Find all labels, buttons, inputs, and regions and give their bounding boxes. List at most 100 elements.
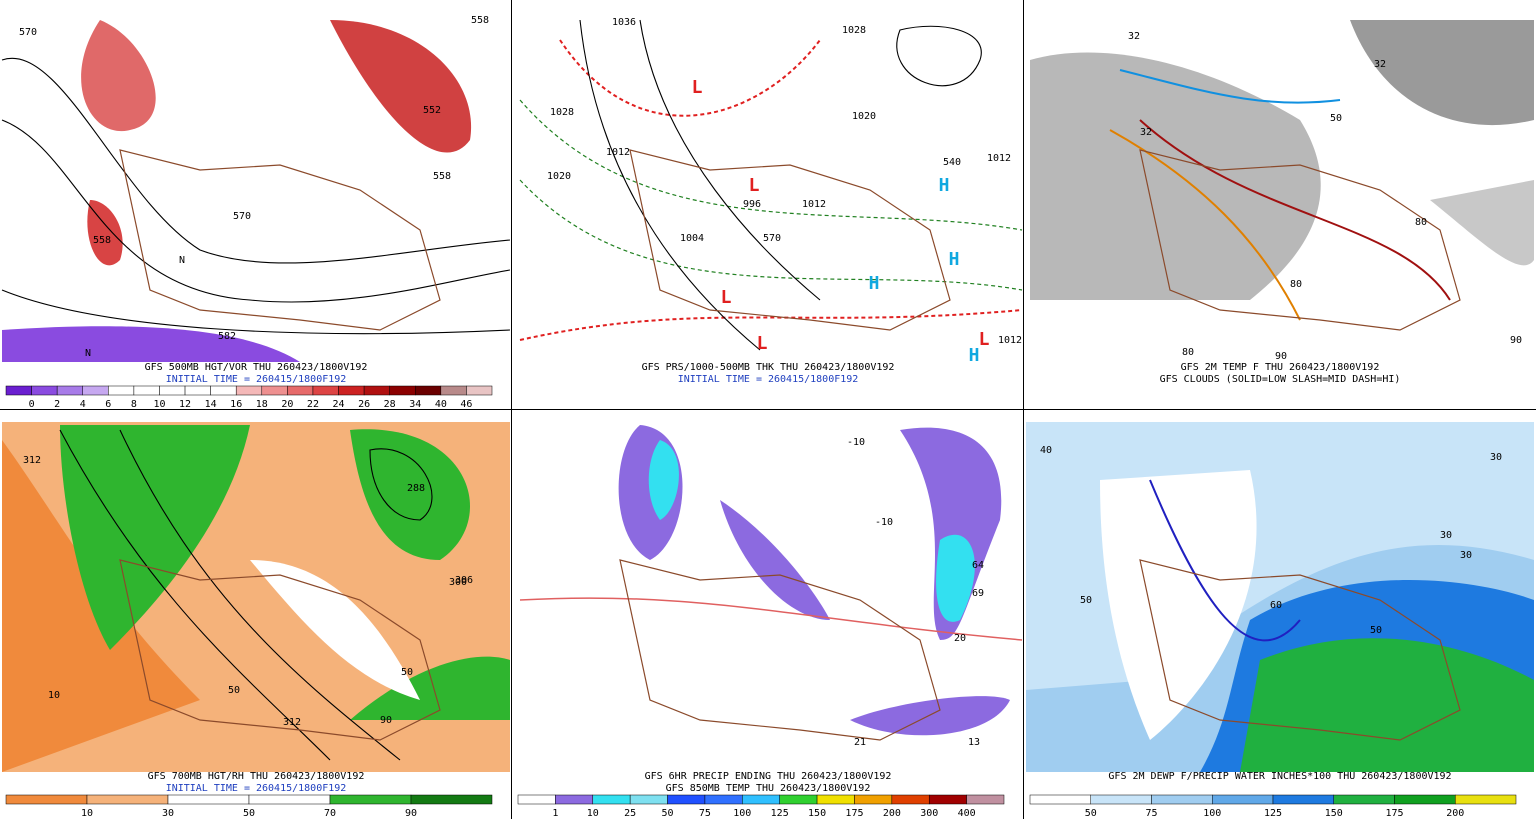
colorbar-label: 40	[435, 399, 447, 410]
colorbar-label: 175	[1385, 808, 1403, 819]
colorbar-label: 70	[324, 808, 336, 819]
colorbar-label: 400	[958, 808, 976, 819]
map-label: 1028	[550, 107, 574, 118]
colorbar-label: 30	[162, 808, 174, 819]
map-label: 570	[19, 27, 37, 38]
map-label: 558	[93, 235, 111, 246]
map-label: 1012	[606, 147, 630, 158]
caption: INITIAL TIME = 260415/1800F192	[678, 374, 859, 385]
colorbar-label: 50	[1085, 808, 1097, 819]
colorbar-box	[167, 794, 250, 805]
colorbar-label: 8	[131, 399, 137, 410]
map-label: 80	[1415, 217, 1427, 228]
colorbar-box	[629, 794, 668, 805]
map-label: 552	[423, 105, 441, 116]
colorbar-box	[1212, 794, 1274, 805]
caption: INITIAL TIME = 260415/1800F192	[166, 374, 347, 385]
map-label: 996	[743, 199, 761, 210]
map-label: 50	[228, 685, 240, 696]
map-label: 1028	[842, 25, 866, 36]
colorbar-label: 46	[460, 399, 472, 410]
map-label: 40	[1040, 445, 1052, 456]
colorbar-label: 200	[883, 808, 901, 819]
colorbar-label: 12	[179, 399, 191, 410]
colorbar-box	[108, 385, 135, 396]
map-label: 30	[1440, 530, 1452, 541]
colorbar-box	[1455, 794, 1517, 805]
caption: GFS 500MB HGT/VOR THU 260423/1800V192	[145, 362, 368, 373]
colorbar-box	[704, 794, 743, 805]
colorbar-box	[159, 385, 186, 396]
map-label: 570	[763, 233, 781, 244]
map-label: 20	[954, 633, 966, 644]
map-label: L	[721, 287, 732, 308]
colorbar-label: 34	[409, 399, 421, 410]
map-label: 64	[972, 560, 984, 571]
map-label: 60	[1270, 600, 1282, 611]
colorbar-box	[312, 385, 339, 396]
colorbar-label: 90	[405, 808, 417, 819]
map-label: 1012	[987, 153, 1011, 164]
caption: GFS 6HR PRECIP ENDING THU 260423/1800V19…	[645, 771, 892, 782]
colorbar-box	[1394, 794, 1456, 805]
colorbar-label: 28	[384, 399, 396, 410]
colorbar-box	[338, 385, 365, 396]
map-label: 1012	[802, 199, 826, 210]
caption: GFS 700MB HGT/RH THU 260423/1800V192	[148, 771, 365, 782]
colorbar-box	[235, 385, 263, 396]
colorbar-label: 10	[153, 399, 165, 410]
colorbar-box	[415, 385, 442, 396]
map-dewpoint	[1026, 422, 1534, 772]
colorbar-label: 16	[230, 399, 242, 410]
colorbar-label: 22	[307, 399, 319, 410]
map-label: -10	[847, 437, 865, 448]
colorbar-box	[517, 794, 556, 805]
map-label: H	[949, 249, 960, 270]
caption: GFS 850MB TEMP THU 260423/1800V192	[666, 783, 871, 794]
map-label: 306	[455, 575, 473, 586]
colorbar-label: 4	[80, 399, 86, 410]
map-label: 90	[380, 715, 392, 726]
map-label: H	[869, 273, 880, 294]
map-label: -10	[875, 517, 893, 528]
colorbar-label: 14	[205, 399, 217, 410]
colorbar-box	[466, 385, 493, 396]
caption: GFS CLOUDS (SOLID=LOW SLASH=MID DASH=HI)	[1160, 374, 1401, 385]
map-label: 69	[972, 588, 984, 599]
colorbar-label: 6	[105, 399, 111, 410]
map-label: 1020	[547, 171, 571, 182]
map-label: 50	[1330, 113, 1342, 124]
map-temp-clouds	[1026, 14, 1534, 362]
colorbar-label: 24	[333, 399, 345, 410]
map-700mb	[2, 422, 510, 772]
colorbar-label: 150	[808, 808, 826, 819]
colorbar-box	[363, 385, 390, 396]
colorbar-label: 2	[54, 399, 60, 410]
colorbar-box	[1333, 794, 1395, 805]
map-label: L	[749, 175, 760, 196]
colorbar-label: 0	[29, 399, 35, 410]
colorbar-box	[410, 794, 493, 805]
colorbar-box	[667, 794, 706, 805]
colorbar-label: 75	[1145, 808, 1157, 819]
map-label: 50	[1080, 595, 1092, 606]
map-label: 50	[1370, 625, 1382, 636]
colorbar-label: 50	[662, 808, 674, 819]
map-label: 312	[23, 455, 41, 466]
colorbar-box	[248, 794, 331, 805]
colorbar-label: 26	[358, 399, 370, 410]
map-label: 570	[233, 211, 251, 222]
colorbar-box	[742, 794, 780, 805]
colorbar-label: 175	[845, 808, 863, 819]
map-label: 30	[1490, 452, 1502, 463]
colorbar-label: 125	[771, 808, 789, 819]
colorbar-box	[31, 385, 58, 396]
colorbar-label: 50	[243, 808, 255, 819]
colorbar-box	[5, 385, 32, 396]
colorbar-box	[329, 794, 412, 805]
colorbar-box	[779, 794, 818, 805]
caption: GFS PRS/1000-500MB THK THU 260423/1800V1…	[642, 362, 895, 373]
map-label: 1020	[852, 111, 876, 122]
colorbar-box	[210, 385, 237, 396]
